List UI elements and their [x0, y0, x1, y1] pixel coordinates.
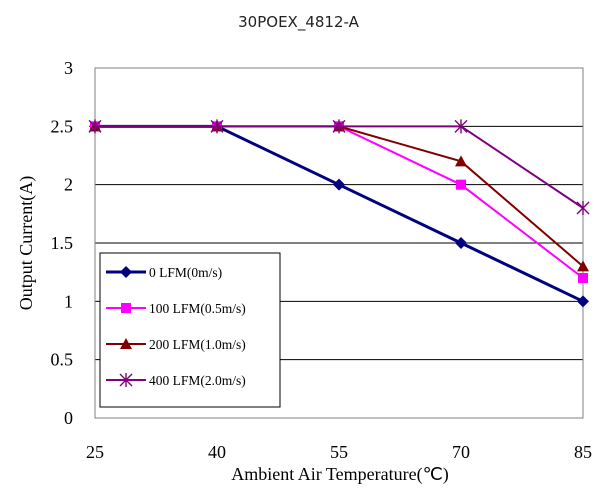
y-tick-label: 1	[64, 291, 73, 311]
legend-entry: 100 LFM(0.5m/s)	[106, 301, 246, 316]
legend-entry: 400 LFM(2.0m/s)	[106, 373, 246, 388]
legend-label: 0 LFM(0m/s)	[149, 265, 222, 280]
data-point	[455, 155, 467, 167]
y-axis-title: Output Current(A)	[16, 176, 37, 310]
legend: 0 LFM(0m/s) 100 LFM(0.5m/s) 200 LFM(1.0m/s…	[99, 252, 281, 408]
y-tick-label: 2	[64, 175, 73, 195]
data-point	[455, 237, 467, 249]
data-point	[88, 119, 102, 134]
data-point	[576, 201, 590, 215]
legend-marker	[120, 338, 132, 349]
x-tick-label: 40	[208, 442, 226, 462]
y-tick-label: 0.5	[51, 350, 74, 370]
x-axis-title: Ambient Air Temperature(℃)	[231, 464, 449, 485]
legend-marker	[120, 266, 132, 278]
series-4	[88, 119, 590, 215]
y-axis: 0 0.5 1 1.5 2 2.5 3	[51, 58, 74, 428]
plot-area-border	[94, 67, 584, 419]
y-tick-label: 2.5	[51, 116, 74, 136]
legend-label: 200 LFM(1.0m/s)	[149, 337, 246, 352]
series-line	[95, 125, 584, 268]
y-tick-label: 3	[64, 58, 73, 78]
legend-entry: 0 LFM(0m/s)	[106, 265, 222, 280]
series	[88, 119, 590, 308]
legend-entry: 200 LFM(1.0m/s)	[106, 337, 246, 352]
legend-label: 100 LFM(0.5m/s)	[149, 301, 246, 316]
x-tick-label: 25	[86, 442, 104, 462]
x-axis: 25 40 55 70 85	[86, 442, 592, 462]
y-tick-label: 0	[64, 408, 73, 428]
legend-marker	[119, 373, 133, 387]
chart-title: 30POEX_4812-A	[238, 13, 359, 31]
data-point	[577, 260, 589, 272]
y-tick-label: 1.5	[51, 233, 74, 253]
data-point	[577, 295, 589, 308]
data-point	[333, 178, 345, 191]
data-point	[332, 119, 346, 134]
x-tick-label: 70	[452, 442, 470, 462]
series-3	[89, 120, 589, 272]
x-tick-label: 55	[330, 442, 348, 462]
data-point	[456, 179, 466, 190]
data-point	[210, 119, 224, 134]
legend-box	[99, 252, 281, 408]
series-line	[95, 125, 584, 209]
legend-marker	[121, 303, 131, 313]
data-point	[454, 119, 468, 134]
data-point	[578, 273, 588, 283]
x-tick-label: 85	[574, 442, 592, 462]
legend-label: 400 LFM(2.0m/s)	[149, 373, 246, 388]
